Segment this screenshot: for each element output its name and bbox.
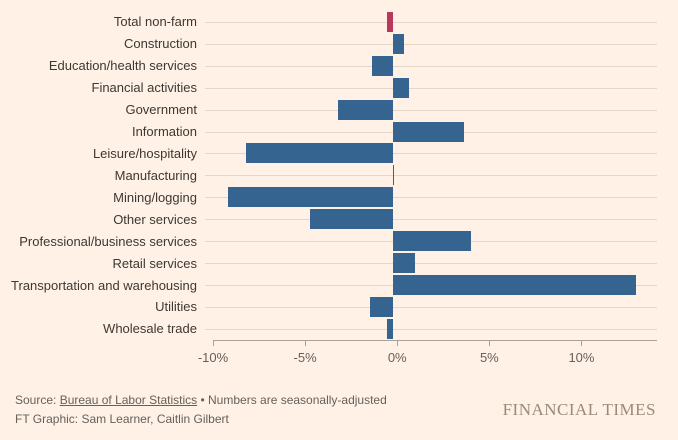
category-label: Wholesale trade [103,321,197,337]
chart-row: Construction [0,33,678,55]
value-bar [392,275,637,296]
plot-area [205,186,657,208]
category-label: Utilities [155,299,197,315]
value-bar [392,121,464,142]
category-label: Construction [124,36,197,52]
axis-tick [397,340,399,346]
value-bar [370,296,393,317]
value-bar [338,99,393,120]
source-link[interactable]: Bureau of Labor Statistics [59,392,198,407]
chart-row: Total non-farm [0,11,678,33]
row-gridline [205,306,657,308]
value-bar [246,143,393,164]
bar-chart: Total non-farm Construction Education/heal… [0,11,678,376]
chart-row: Mining/logging [0,186,678,208]
axis-tick [489,340,491,346]
chart-row: Financial activities [0,77,678,99]
category-label: Mining/logging [113,189,197,205]
axis-tick-label: -10% [197,349,229,365]
value-bar [392,165,395,186]
value-bar [392,77,410,98]
plot-area [205,252,657,274]
axis-tick [305,340,307,346]
category-label: Financial activities [91,80,198,96]
plot-area [205,33,657,55]
source-note: Numbers are seasonally-adjusted [208,392,387,407]
value-bar [227,187,393,208]
row-gridline [205,43,657,45]
chart-row: Government [0,99,678,121]
chart-row: Other services [0,208,678,230]
value-bar [310,209,393,230]
chart-footer: Source: Bureau of Labor Statistics • Num… [0,391,678,429]
graphic-credit: FT Graphic: Sam Learner, Caitlin Gilbert [15,411,229,426]
category-label: Government [125,102,197,118]
plot-area [205,164,657,186]
source-line: Source: Bureau of Labor Statistics • Num… [15,391,387,410]
plot-area [205,121,657,143]
row-gridline [205,263,657,265]
value-bar [392,231,472,252]
chart-row: Retail services [0,252,678,274]
chart-row: Manufacturing [0,164,678,186]
plot-area [205,296,657,318]
value-bar [371,55,393,76]
axis-tick-label: -5% [293,349,317,365]
chart-row: Wholesale trade [0,318,678,340]
axis-tick-label: 10% [568,349,595,365]
category-label: Transportation and warehousing [11,277,197,293]
plot-area [205,208,657,230]
category-label: Retail services [112,255,197,271]
row-gridline [205,65,657,67]
axis-tick [581,340,583,346]
chart-row: Utilities [0,296,678,318]
category-label: Leisure/hospitality [92,145,197,161]
axis-tick-label: 0% [387,349,407,365]
financial-times-logo: FINANCIAL TIMES [502,399,656,419]
plot-area [205,99,657,121]
category-label: Information [131,124,197,140]
chart-row: Transportation and warehousing [0,274,678,296]
source-prefix: Source: [15,392,57,407]
row-gridline [205,328,657,330]
row-gridline [205,21,657,23]
chart-page: Total non-farm Construction Education/heal… [0,11,678,429]
row-gridline [205,109,657,111]
plot-area [205,230,657,252]
plot-area [205,77,657,99]
row-gridline [205,197,657,199]
row-gridline [205,219,657,221]
plot-area [205,11,657,33]
value-bar [386,11,393,32]
plot-area [205,318,657,340]
credits: Source: Bureau of Labor Statistics • Num… [15,391,387,429]
chart-row: Professional/business services [0,230,678,252]
value-bar [392,33,404,54]
category-label: Other services [113,211,197,227]
plot-area [205,143,657,165]
plot-area [205,55,657,77]
chart-row: Leisure/hospitality [0,143,678,165]
category-label: Education/health services [48,58,197,74]
chart-rows: Total non-farm Construction Education/heal… [0,11,678,340]
value-bar [392,253,416,274]
plot-area [205,274,657,296]
source-separator: • [200,392,205,407]
category-label: Professional/business services [19,233,197,249]
row-gridline [205,87,657,89]
row-gridline [205,153,657,155]
axis-tick-label: 5% [479,349,499,365]
axis-tick [213,340,214,346]
value-bar [386,318,393,339]
category-label: Total non-farm [113,14,197,30]
chart-row: Information [0,121,678,143]
row-gridline [205,175,657,177]
category-label: Manufacturing [114,167,197,183]
x-axis: -10% -5% 0% 5% 10% [198,339,657,376]
chart-row: Education/health services [0,55,678,77]
